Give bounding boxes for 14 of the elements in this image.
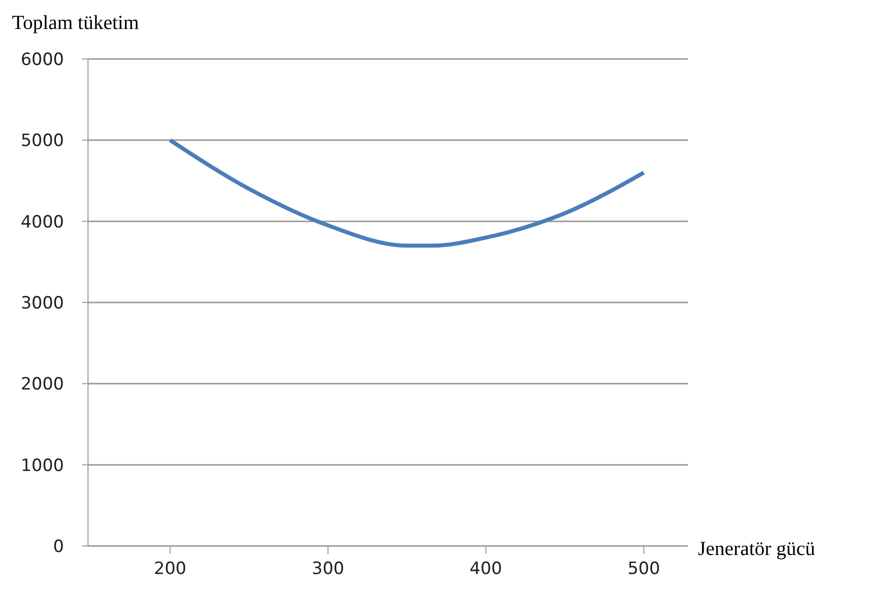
x-tick-label: 400 (470, 559, 502, 580)
x-tick-label: 200 (154, 559, 186, 580)
y-axis-title: Toplam tüketim (12, 12, 139, 35)
y-tick-label: 2000 (20, 374, 64, 395)
y-tick-label: 6000 (20, 50, 64, 70)
y-tick-label: 0 (53, 537, 64, 558)
y-tick-label: 5000 (20, 131, 64, 152)
y-tick-label: 4000 (20, 212, 64, 232)
x-axis-title: Jeneratör gücü (698, 538, 816, 561)
y-tick-label: 1000 (20, 456, 64, 476)
x-tick-label: 300 (312, 559, 344, 580)
x-tick-label: 500 (628, 559, 660, 580)
line-series (168, 138, 646, 248)
y-tick-label: 3000 (20, 294, 64, 314)
